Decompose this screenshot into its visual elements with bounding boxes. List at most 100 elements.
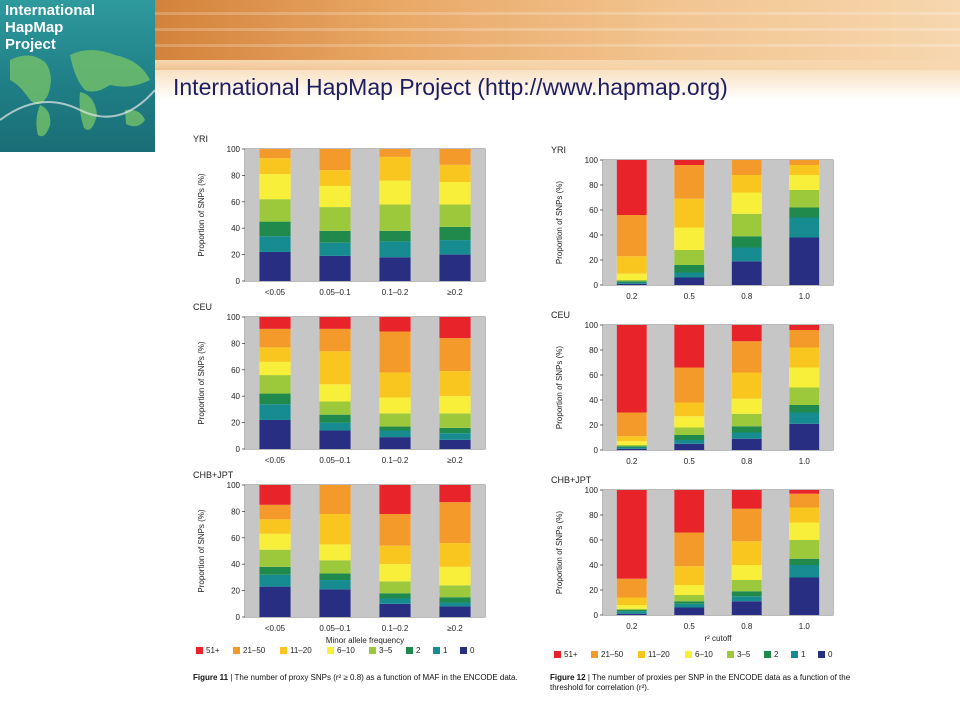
bar-segment bbox=[439, 164, 471, 182]
panel-band bbox=[704, 490, 732, 615]
bar-segment bbox=[674, 443, 705, 450]
bar-segment bbox=[731, 508, 762, 542]
bar-segment bbox=[259, 236, 291, 252]
bar-segment bbox=[789, 160, 820, 165]
bar-segment bbox=[731, 192, 762, 214]
bar-segment bbox=[789, 577, 820, 615]
bar-segment bbox=[259, 347, 291, 362]
panel-band bbox=[704, 325, 732, 450]
chart-legend: 51+ 21–50 11–20 6–10 3–5 2 1 0 bbox=[196, 646, 475, 655]
legend-swatch bbox=[764, 651, 771, 658]
legend-swatch bbox=[638, 651, 645, 658]
bar-segment bbox=[439, 149, 471, 165]
y-tick-label: 60 bbox=[589, 536, 598, 545]
bar-segment bbox=[789, 565, 820, 578]
figure-12-caption-text: | The number of proxies per SNP in the E… bbox=[550, 673, 851, 692]
bar-segment bbox=[731, 596, 762, 602]
bar-segment bbox=[616, 610, 647, 612]
panel-band bbox=[290, 317, 320, 449]
bar-segment bbox=[379, 156, 411, 181]
bar-segment bbox=[789, 387, 820, 405]
legend-label: 11–20 bbox=[290, 646, 312, 655]
bar-segment bbox=[319, 514, 351, 545]
hapmap-logo: International HapMap Project bbox=[0, 0, 155, 152]
bar-segment bbox=[379, 149, 411, 157]
banner-stripe bbox=[155, 44, 960, 47]
bar-segment bbox=[439, 413, 471, 428]
x-tick-label: <0.05 bbox=[265, 624, 286, 633]
y-tick-label: 40 bbox=[589, 231, 598, 240]
bar-segment bbox=[379, 180, 411, 205]
chart-panel-0: YRI 0 20 40 60 80 100 Proportion of SNPs (%) 0.2… bbox=[551, 145, 834, 301]
bar-segment bbox=[379, 598, 411, 604]
bar-segment bbox=[319, 384, 351, 402]
bar-segment bbox=[439, 602, 471, 607]
bar-segment bbox=[731, 432, 762, 439]
bar-segment bbox=[319, 317, 351, 329]
x-axis-label: Minor allele frequency bbox=[326, 636, 404, 645]
legend-label: 51+ bbox=[206, 646, 220, 655]
bar-segment bbox=[674, 250, 705, 265]
bar-segment bbox=[731, 236, 762, 248]
bar-segment bbox=[439, 597, 471, 603]
panel-band bbox=[245, 317, 260, 449]
y-tick-label: 60 bbox=[231, 198, 240, 207]
panel-band bbox=[245, 485, 260, 617]
bar-segment bbox=[379, 230, 411, 242]
chart-panel-0: YRI 0 20 40 60 80 100 Proportion of SNPs (%) <0.… bbox=[193, 134, 486, 297]
bar-segment bbox=[319, 401, 351, 415]
chart-panel-2: CHB+JPT 0 20 40 60 80 100 Proportion of SNPs (%… bbox=[551, 475, 834, 643]
bar-segment bbox=[259, 519, 291, 534]
bar-segment bbox=[674, 265, 705, 273]
bar-segment bbox=[319, 560, 351, 574]
legend-swatch bbox=[196, 647, 203, 654]
y-tick-label: 100 bbox=[585, 321, 599, 330]
y-tick-label: 100 bbox=[227, 145, 241, 154]
legend-label: 2 bbox=[416, 646, 421, 655]
legend-swatch bbox=[280, 647, 287, 654]
bar-segment bbox=[616, 605, 647, 609]
bar-segment bbox=[616, 445, 647, 447]
bar-segment bbox=[319, 149, 351, 171]
legend-swatch bbox=[460, 647, 467, 654]
x-tick-label: 0.2 bbox=[626, 292, 638, 301]
y-tick-label: 80 bbox=[589, 511, 598, 520]
x-tick-label: 1.0 bbox=[799, 457, 811, 466]
bar-segment bbox=[789, 412, 820, 424]
bar-segment bbox=[259, 586, 291, 617]
bar-segment bbox=[259, 419, 291, 449]
bar-segment bbox=[731, 372, 762, 399]
x-tick-label: ≥0.2 bbox=[447, 624, 463, 633]
y-tick-label: 40 bbox=[589, 561, 598, 570]
bar-segment bbox=[674, 607, 705, 615]
bar-segment bbox=[259, 174, 291, 200]
bar-segment bbox=[439, 439, 471, 449]
bar-segment bbox=[731, 490, 762, 509]
bar-segment bbox=[674, 566, 705, 585]
panel-band bbox=[470, 485, 485, 617]
panel-label: CHB+JPT bbox=[551, 475, 592, 485]
bar-segment bbox=[731, 591, 762, 597]
bar-segment bbox=[439, 485, 471, 503]
panel-band bbox=[245, 149, 260, 281]
x-tick-label: ≥0.2 bbox=[447, 456, 463, 465]
bar-segment bbox=[439, 182, 471, 205]
y-tick-label: 20 bbox=[231, 419, 240, 428]
bar-segment bbox=[439, 502, 471, 544]
bar-segment bbox=[674, 440, 705, 444]
bar-segment bbox=[616, 273, 647, 280]
bar-segment bbox=[789, 522, 820, 540]
y-axis-label: Proportion of SNPs (%) bbox=[197, 173, 206, 256]
panel-band bbox=[350, 485, 380, 617]
panel-band bbox=[704, 160, 732, 285]
bar-segment bbox=[379, 581, 411, 594]
header-banner bbox=[155, 0, 960, 70]
panel-band bbox=[350, 149, 380, 281]
bar-segment bbox=[379, 603, 411, 617]
bar-segment bbox=[379, 426, 411, 431]
bar-segment bbox=[379, 372, 411, 398]
y-axis-label: Proportion of SNPs (%) bbox=[197, 341, 206, 424]
x-tick-label: 0.8 bbox=[741, 622, 753, 631]
y-axis-label: Proportion of SNPs (%) bbox=[555, 346, 564, 429]
bar-segment bbox=[789, 405, 820, 413]
